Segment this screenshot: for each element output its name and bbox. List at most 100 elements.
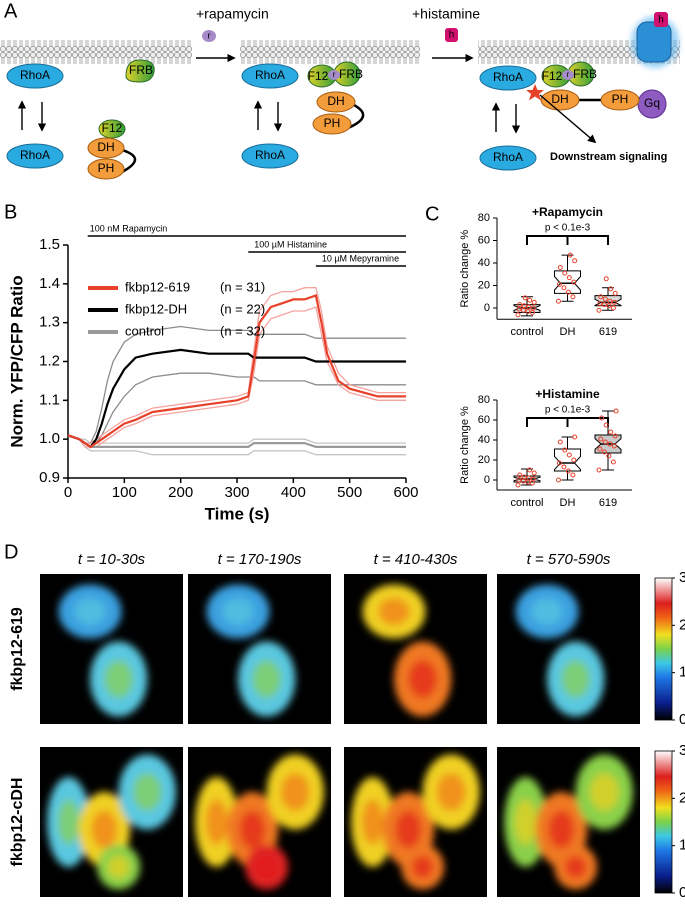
cell-image	[58, 584, 148, 717]
y-tick-label: 1.0	[39, 430, 60, 447]
y-tick-label: 1.5	[39, 236, 60, 253]
x-tick-label: 600	[393, 484, 418, 501]
data-point	[567, 252, 573, 258]
rhoa	[479, 145, 537, 171]
cell-core	[222, 598, 254, 625]
cell-core	[255, 855, 278, 879]
prot: F12	[542, 69, 563, 83]
prot: RhoA	[493, 150, 523, 164]
cell-core	[280, 773, 310, 811]
data-point	[516, 306, 522, 312]
rhoa	[479, 65, 537, 91]
error-line	[67, 434, 406, 444]
link	[121, 148, 137, 174]
cell-core	[531, 598, 563, 625]
star	[526, 84, 544, 101]
y-axis-label: Ratio change %	[459, 230, 471, 308]
time-label: t = 410-430s	[374, 551, 458, 568]
legend-label: fkbp12-619	[125, 279, 190, 294]
y-tick-label: 0	[484, 474, 490, 486]
legend-note: (n = 31)	[220, 279, 265, 294]
panel-label: B	[4, 201, 17, 223]
cell-core	[561, 660, 590, 698]
panel-label: D	[4, 541, 18, 563]
data-point	[612, 290, 618, 296]
cell-core	[205, 799, 228, 845]
prot: RhoA	[20, 68, 50, 82]
x-tick-label: DH	[560, 326, 576, 338]
data-point	[613, 408, 619, 414]
data-point	[516, 477, 522, 483]
data-point	[597, 446, 603, 452]
legend-note: (n = 32)	[220, 323, 265, 338]
colorbar-tick-label: 0	[679, 884, 685, 901]
data-point	[602, 439, 608, 445]
prot: DH	[551, 92, 568, 106]
data-point	[596, 307, 602, 313]
y-tick-label: 20	[478, 454, 490, 466]
y-tick-label: 40	[478, 257, 490, 269]
data-point	[531, 470, 537, 476]
prot: PH	[98, 161, 115, 175]
y-tick-label: 40	[478, 434, 490, 446]
cell-core	[74, 598, 106, 625]
x-tick-label: 200	[168, 484, 193, 501]
data-point	[601, 449, 607, 455]
cell-image	[362, 584, 452, 717]
bracket	[526, 235, 609, 245]
data-point	[570, 294, 576, 300]
data-point	[556, 477, 561, 483]
time-label: t = 10-30s	[78, 551, 146, 568]
colorbar-tick-label: 1	[679, 837, 685, 854]
data-point	[521, 303, 527, 309]
panel-a: A +rapamycin +histamine r h RhoA FRB Rho…	[0, 0, 680, 180]
data-point	[611, 443, 617, 449]
x-tick-label: 619	[599, 326, 617, 338]
y-tick-label: 20	[478, 279, 490, 291]
y-tick-label: 60	[478, 234, 490, 246]
colorbar-tick-label: 2	[679, 789, 685, 806]
data-point	[520, 307, 526, 313]
y-tick-label: 0.9	[39, 469, 60, 486]
data-point	[572, 434, 578, 440]
data-point	[531, 299, 537, 305]
prot: DH	[327, 94, 344, 108]
data-point	[561, 464, 567, 470]
link	[347, 102, 365, 130]
error-line	[67, 434, 406, 456]
f12	[98, 119, 126, 139]
cell-core	[252, 660, 281, 698]
ligand	[202, 30, 216, 42]
data-point	[608, 429, 614, 435]
prot: F12	[308, 69, 329, 83]
cell-core	[514, 799, 537, 845]
y-tick-label: 80	[478, 394, 490, 406]
prot: FRB	[573, 67, 597, 81]
legend-label: control	[125, 323, 164, 338]
cell-image	[351, 754, 480, 890]
x-tick-label: 0	[64, 484, 72, 501]
ph	[312, 113, 352, 135]
data-point	[561, 285, 567, 291]
data-point	[602, 296, 608, 302]
data-point	[606, 303, 612, 309]
y-tick-label: 0	[484, 302, 490, 314]
error-line	[67, 306, 406, 448]
prot: RhoA	[255, 68, 285, 82]
prot: RhoA	[255, 148, 285, 162]
x-tick-label: 100	[112, 484, 137, 501]
panel-label: C	[425, 203, 439, 225]
data-point	[612, 433, 618, 439]
dh	[87, 137, 125, 159]
data-point	[562, 270, 568, 276]
data-point	[610, 459, 616, 465]
x-tick-label: 400	[281, 484, 306, 501]
row-label: fkbp12-619	[9, 607, 26, 691]
cell-image	[47, 754, 176, 890]
chart-title: +Histamine	[535, 387, 600, 401]
data-point	[598, 294, 604, 300]
cell-core	[436, 773, 466, 811]
x-tick-label: 300	[224, 484, 249, 501]
